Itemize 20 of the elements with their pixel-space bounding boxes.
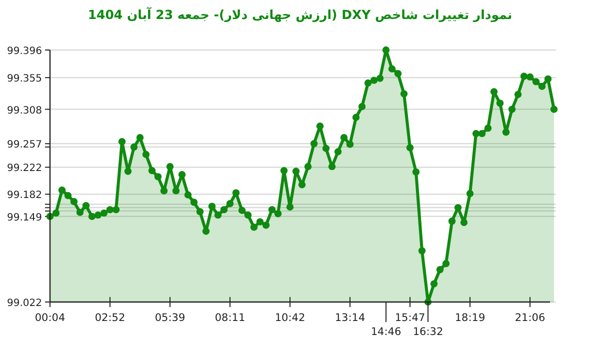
x-tick-label: 16:32 — [412, 326, 444, 338]
y-tick-label: 99.355 — [7, 74, 42, 85]
y-tick-label: 99.222 — [7, 163, 42, 174]
y-tick-label: 99.022 — [7, 298, 42, 309]
y-tick-label: 99.149 — [7, 212, 42, 224]
y-tick-label: 99.308 — [7, 105, 42, 116]
x-tick-label: 13:14 — [334, 312, 366, 324]
x-tick-label: 05:39 — [154, 312, 186, 324]
x-tick-label: 02:52 — [94, 312, 126, 324]
x-tick-label: 18:19 — [454, 312, 486, 324]
chart-title: نمودار تغییرات شاخص DXY (ارزش جهانی دلار)- جمعه 23 آبان 1404 — [88, 7, 512, 23]
x-tick-label: 15:47 — [394, 312, 426, 324]
x-tick-label: 08:11 — [214, 312, 246, 324]
x-tick-label: 00:04 — [34, 312, 66, 324]
y-tick-label: 99.396 — [7, 46, 42, 57]
x-tick-label: 14:46 — [370, 326, 402, 338]
y-tick-label: 99.257 — [7, 140, 42, 151]
x-tick-label: 21:06 — [514, 312, 546, 324]
x-tick-label: 10:42 — [274, 312, 306, 324]
y-tick-label: 99.182 — [7, 190, 42, 202]
